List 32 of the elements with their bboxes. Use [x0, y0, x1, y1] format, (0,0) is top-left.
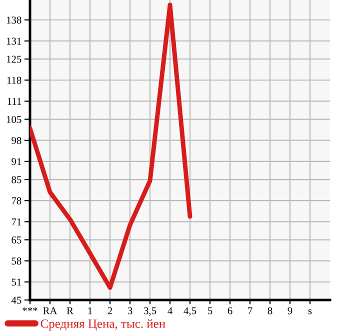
x-tick-label: s — [308, 309, 312, 314]
x-tick-label: 5 — [208, 307, 212, 314]
y-tick-label: 131 — [6, 38, 22, 45]
y-tick-label: 78 — [12, 197, 22, 204]
y-tick-label: 85 — [12, 176, 22, 184]
y-tick-label: 138 — [6, 16, 22, 24]
x-tick-label: 4 — [168, 307, 172, 314]
x-tick-label: RA — [43, 307, 58, 314]
y-tick-label: 111 — [8, 98, 22, 105]
y-tick-label: 71 — [12, 218, 22, 226]
x-tick-label: 6 — [228, 307, 232, 314]
y-tick-label: 91 — [12, 158, 22, 166]
y-tick-label: 105 — [6, 116, 22, 123]
x-tick-label: 3,5 — [144, 307, 156, 316]
y-tick-label: 58 — [12, 258, 22, 265]
x-tick-label: R — [66, 307, 74, 314]
x-tick-label: 3 — [128, 307, 132, 314]
x-tick-label: 7 — [248, 307, 252, 314]
x-tick-label: 9 — [288, 307, 292, 314]
y-tick-label: 118 — [7, 76, 22, 84]
y-tick-label: 65 — [12, 236, 22, 244]
line-series — [30, 2, 192, 290]
legend-label: Средняя Цена, тыс. йен — [40, 319, 166, 330]
x-tick-label: *** — [22, 307, 38, 312]
y-tick-label: 51 — [12, 278, 22, 286]
y-tick-label: 125 — [6, 56, 22, 63]
x-tick-label: 2 — [108, 307, 112, 314]
y-tick-label: 45 — [11, 296, 22, 304]
y-tick-label: 98 — [12, 137, 22, 144]
x-tick-label: 8 — [268, 307, 272, 314]
x-tick-label: 4,5 — [184, 307, 196, 316]
x-tick-label: 1 — [88, 307, 92, 314]
